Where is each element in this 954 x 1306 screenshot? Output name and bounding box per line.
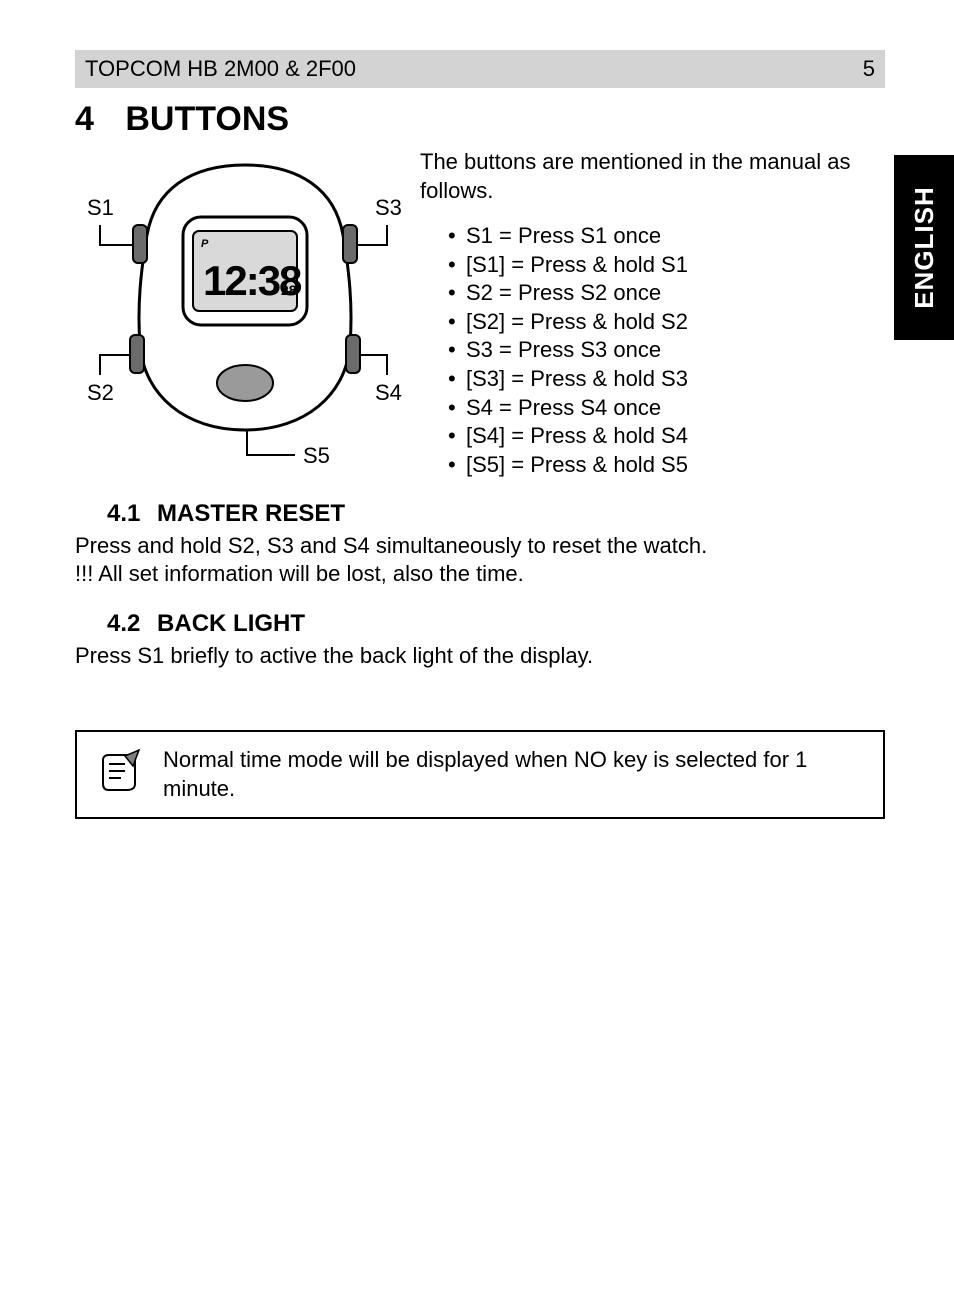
list-item: [S5] = Press & hold S5: [448, 451, 688, 480]
diagram-label-s3: S3: [375, 195, 402, 221]
list-item: [S2] = Press & hold S2: [448, 308, 688, 337]
note-box: Normal time mode will be displayed when …: [75, 730, 885, 819]
page-header: TOPCOM HB 2M00 & 2F00 5: [75, 50, 885, 88]
section-number: 4: [75, 100, 94, 138]
list-item: [S1] = Press & hold S1: [448, 251, 688, 280]
master-reset-body-2: !!! All set information will be lost, al…: [75, 560, 875, 589]
list-item: S2 = Press S2 once: [448, 279, 688, 308]
subheading-number: 4.1: [107, 500, 140, 527]
button-legend-list: S1 = Press S1 once [S1] = Press & hold S…: [448, 222, 688, 479]
diagram-label-s5: S5: [303, 443, 330, 469]
list-item: S3 = Press S3 once: [448, 336, 688, 365]
master-reset-body-1: Press and hold S2, S3 and S4 simultaneou…: [75, 532, 875, 561]
note-text: Normal time mode will be displayed when …: [163, 746, 865, 803]
section-title-text: BUTTONS: [125, 100, 289, 138]
diagram-label-s4: S4: [375, 380, 402, 406]
subheading-back-light: 4.2 BACK LIGHT: [107, 610, 305, 638]
note-icon: [95, 748, 143, 801]
header-page-number: 5: [863, 56, 875, 82]
list-item: [S3] = Press & hold S3: [448, 365, 688, 394]
subheading-title: BACK LIGHT: [157, 610, 305, 637]
watch-diagram: P 12:38 28 S1 S3 S2 S4 S5: [75, 155, 415, 475]
language-tab: ENGLISH: [894, 155, 954, 340]
section-heading: 4 BUTTONS: [75, 100, 289, 139]
list-item: S4 = Press S4 once: [448, 394, 688, 423]
subheading-number: 4.2: [107, 610, 140, 637]
list-item: S1 = Press S1 once: [448, 222, 688, 251]
subheading-master-reset: 4.1 MASTER RESET: [107, 500, 345, 528]
list-item: [S4] = Press & hold S4: [448, 422, 688, 451]
subheading-title: MASTER RESET: [157, 500, 345, 527]
diagram-label-s1: S1: [87, 195, 114, 221]
svg-text:28: 28: [281, 282, 297, 298]
intro-paragraph: The buttons are mentioned in the manual …: [420, 148, 870, 205]
back-light-body: Press S1 briefly to active the back ligh…: [75, 642, 875, 671]
header-title: TOPCOM HB 2M00 & 2F00: [85, 56, 356, 82]
language-tab-label: ENGLISH: [909, 186, 940, 309]
diagram-label-s2: S2: [87, 380, 114, 406]
svg-text:P: P: [201, 238, 209, 250]
